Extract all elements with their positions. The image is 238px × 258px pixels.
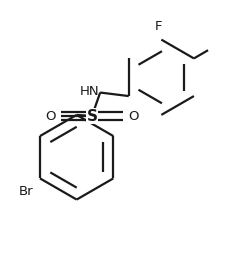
Text: F: F (155, 20, 163, 33)
Text: O: O (45, 110, 55, 123)
Text: S: S (86, 109, 97, 124)
Text: HN: HN (80, 85, 99, 98)
Text: O: O (129, 110, 139, 123)
Text: Br: Br (19, 185, 33, 198)
